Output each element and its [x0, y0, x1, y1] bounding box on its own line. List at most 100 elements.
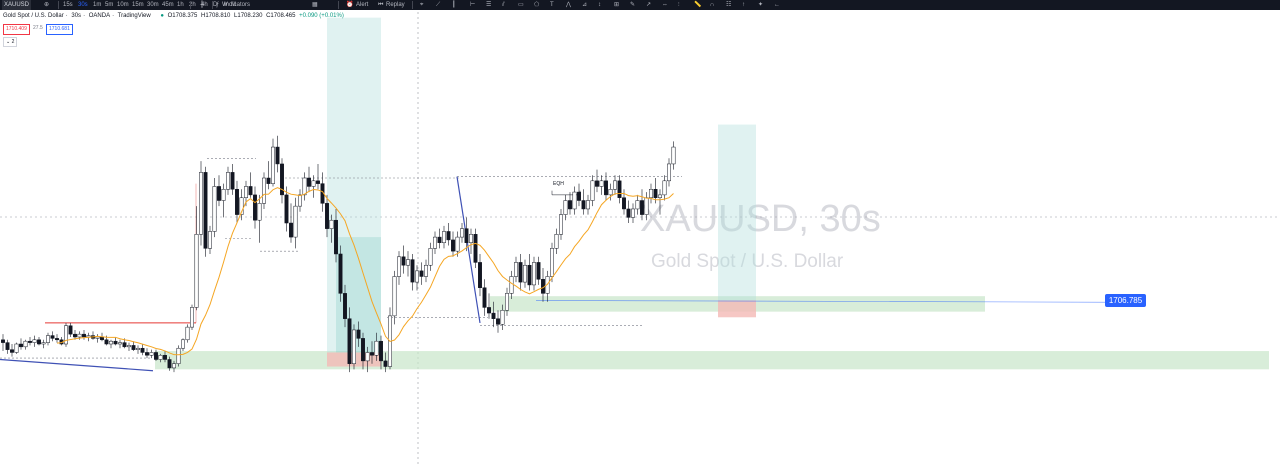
indicators-button[interactable]: Indicators	[224, 2, 251, 8]
date-range-tool-icon[interactable]: ⇔	[662, 2, 668, 8]
text-tool-icon[interactable]: T	[550, 2, 554, 8]
candle-body	[32, 339, 37, 343]
interval-button[interactable]: M	[231, 2, 236, 8]
candle-body	[649, 189, 653, 198]
channel-tool-icon[interactable]: ⫽	[502, 2, 505, 8]
legend-interval: 30s	[71, 13, 82, 19]
interval-button[interactable]: 15m	[132, 2, 144, 8]
chevron-down-icon: ⌄	[6, 39, 11, 45]
interval-button[interactable]: 30s	[78, 2, 88, 8]
magnet-tool-icon[interactable]: ∩	[710, 2, 715, 8]
interval-button[interactable]: 1m	[93, 2, 102, 8]
candle-body	[635, 200, 640, 210]
interval-button[interactable]: 4h	[201, 2, 208, 8]
candle-body	[554, 234, 559, 249]
interval-button[interactable]: W	[222, 2, 228, 8]
candle-body	[50, 335, 55, 339]
candle-body	[374, 340, 379, 356]
cursor-tool-icon[interactable]: ⌖	[420, 2, 424, 8]
symbol-search-button[interactable]: XAUUSD	[2, 0, 32, 10]
candle-body	[104, 339, 109, 345]
fib-tool-icon[interactable]: ☰	[486, 2, 492, 8]
candle-body	[113, 340, 118, 345]
candle-body	[55, 338, 59, 341]
horizontal-ray-tool-icon[interactable]: ⊢	[470, 2, 476, 8]
replay-icon[interactable]: ⏮	[378, 2, 384, 8]
sell-button[interactable]: 1710.409	[3, 24, 30, 35]
interval-button[interactable]: 45m	[162, 2, 174, 8]
candle-body	[266, 177, 271, 184]
interval-button[interactable]: 30m	[147, 2, 159, 8]
legend-source: TradingView	[117, 13, 151, 19]
candle-body	[599, 180, 604, 187]
last-price-line	[535, 300, 1106, 303]
legend-exchange: OANDA	[88, 13, 111, 19]
candle-body	[383, 360, 388, 367]
interval-button[interactable]: D	[213, 2, 218, 8]
shape-tool-icon[interactable]: ⬠	[534, 2, 540, 8]
interval-button[interactable]: 2h	[189, 2, 196, 8]
candle-body	[595, 180, 599, 187]
toolbar-divider	[212, 1, 213, 9]
candle-body	[469, 234, 473, 243]
undo-icon[interactable]: ←	[774, 2, 780, 8]
ruler-tool-icon[interactable]: 📏	[694, 2, 702, 8]
eqh-label: EQH	[553, 181, 564, 187]
candle-body	[361, 338, 365, 362]
compare-add-icon[interactable]: ⊕	[44, 2, 50, 8]
projection-tool-icon[interactable]: ⊿	[582, 2, 588, 8]
interval-button[interactable]: 10m	[117, 2, 129, 8]
interval-button[interactable]: 15s	[63, 2, 73, 8]
alert-icon[interactable]: ⏰	[346, 2, 354, 8]
spread-value: 27.5	[33, 25, 43, 31]
rectangle-tool-icon[interactable]: ▭	[518, 2, 524, 8]
vertical-line-tool-icon[interactable]: ┃	[452, 2, 456, 8]
interval-button[interactable]: 1h	[177, 2, 184, 8]
legend-high: H1708.810	[201, 13, 231, 19]
candle-body	[100, 336, 104, 341]
templates-icon[interactable]: ▦	[312, 2, 318, 8]
demand-zone-lower	[155, 351, 1269, 370]
candle-body	[608, 189, 613, 196]
buy-button[interactable]: 1710.681	[46, 24, 73, 35]
candle-body	[662, 180, 667, 196]
candle-body	[658, 194, 662, 198]
hide-tool-icon[interactable]: ✦	[758, 2, 764, 8]
indicators-icon[interactable]: ƒ	[216, 2, 220, 8]
trend-line-low	[0, 358, 154, 372]
long-position-tool-icon[interactable]: ⊞	[614, 2, 620, 8]
candle-body	[644, 197, 649, 215]
candle-body	[302, 177, 307, 196]
candle-body	[419, 270, 424, 277]
lock-tool-icon[interactable]: ☷	[726, 2, 732, 8]
candle-body	[446, 231, 451, 241]
price-range-tool-icon[interactable]: ↕	[598, 2, 601, 8]
pin-tool-icon[interactable]: ↑	[742, 2, 745, 8]
candle-body	[203, 172, 208, 249]
candle-body	[392, 276, 397, 317]
candle-body	[401, 256, 406, 266]
candle-body	[190, 307, 194, 328]
collapse-count: 2	[11, 39, 15, 45]
chart-type-icon[interactable]: ╫	[200, 2, 205, 8]
trendline-tool-icon[interactable]: ⟋	[436, 2, 441, 8]
candle-body	[41, 342, 46, 345]
candle-body	[604, 180, 608, 196]
pattern-tool-icon[interactable]: ⋀	[566, 2, 571, 8]
replay-button[interactable]: Replay	[386, 2, 405, 8]
alert-button[interactable]: Alert	[356, 2, 369, 8]
bars-pattern-tool-icon[interactable]: ⫶	[678, 2, 680, 8]
candle-body	[343, 293, 347, 319]
arrow-tool-icon[interactable]: ↗	[646, 2, 652, 8]
candle-body	[478, 262, 482, 288]
candle-body	[262, 177, 266, 204]
candle-body	[10, 349, 14, 353]
candle-body	[496, 318, 500, 325]
interval-button[interactable]: 5m	[105, 2, 114, 8]
brush-tool-icon[interactable]: ✎	[630, 2, 636, 8]
indicators-collapse-button[interactable]: ⌄ 2	[3, 37, 18, 47]
candle-body	[185, 326, 190, 341]
legend-low: L1708.230	[234, 13, 263, 19]
candle-body	[334, 219, 338, 255]
